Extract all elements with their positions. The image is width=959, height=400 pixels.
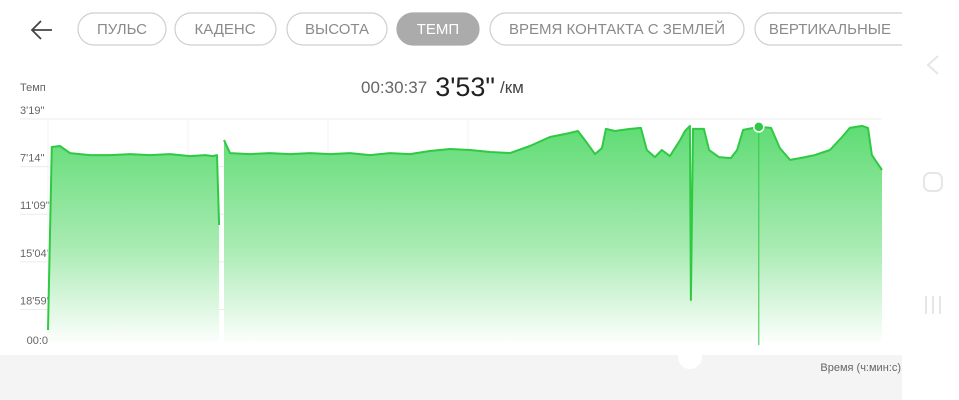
readout-time: 00:30:37 [361,78,427,97]
y-tick-label: 7'14" [20,153,44,165]
tab-label: ТЕМП [417,21,459,38]
x-axis-title: Время (ч:мин:с) [820,362,901,374]
tab-label: ВЕРТИКАЛЬНЫЕ [769,21,891,38]
tab-label: КАДЕНС [194,21,255,38]
readout-pace: 3'53" [435,72,495,102]
tab[interactable]: ВРЕМЯ КОНТАКТА С ЗЕМЛЕЙ [489,12,745,46]
y-tick-label: 18'59" [20,295,51,307]
y-tick-label: 11'09" [20,200,50,212]
line [47,124,883,331]
back-button[interactable] [30,20,52,40]
tab[interactable]: ТЕМП [396,12,480,46]
area-fill [48,125,882,346]
nav-home[interactable] [923,172,943,192]
nav-recent[interactable] [925,296,941,314]
tab[interactable]: ВЕРТИКАЛЬНЫЕ [754,12,925,46]
y-axis-title: Темп [20,82,46,94]
plot: 3'19"7'14"11'09"15'04"18'59"00:00:0000:0… [20,105,883,347]
tab[interactable]: ПУЛЬС [77,12,167,46]
tab[interactable]: ВЫСОТА [286,12,388,46]
scrub-knob[interactable] [678,345,702,369]
readout: 00:30:37 3'53" /км [361,72,524,102]
tab[interactable]: КАДЕНС [174,12,277,46]
tab-label: ПУЛЬС [97,21,147,38]
tab-label: ВЫСОТА [305,21,369,38]
y-tick-label: 3'19" [20,105,44,117]
readout-unit: /км [500,78,524,97]
cursor-marker [753,121,765,133]
bottom-band [0,355,902,400]
nav-back[interactable] [926,55,939,75]
y-tick-label: 15'04" [20,248,51,260]
tab-label: ВРЕМЯ КОНТАКТА С ЗЕМЛЕЙ [509,20,725,38]
